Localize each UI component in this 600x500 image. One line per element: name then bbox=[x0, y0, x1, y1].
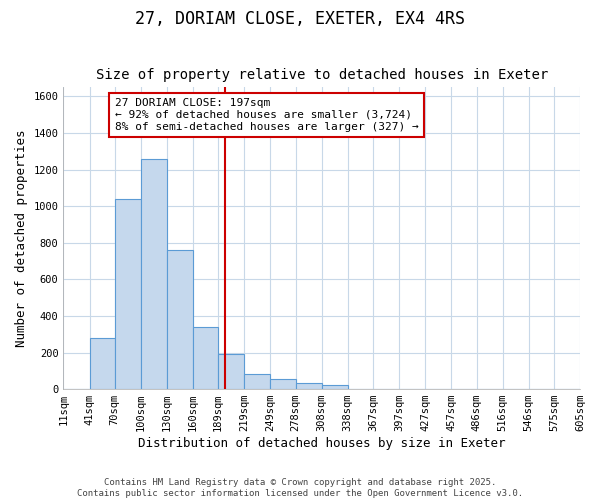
Bar bbox=[271, 379, 296, 389]
Bar bbox=[89, 338, 115, 389]
Bar bbox=[296, 382, 322, 389]
Bar bbox=[141, 158, 167, 389]
X-axis label: Distribution of detached houses by size in Exeter: Distribution of detached houses by size … bbox=[138, 437, 505, 450]
Y-axis label: Number of detached properties: Number of detached properties bbox=[15, 130, 28, 347]
Bar bbox=[244, 374, 271, 389]
Title: Size of property relative to detached houses in Exeter: Size of property relative to detached ho… bbox=[95, 68, 548, 82]
Bar bbox=[115, 199, 141, 389]
Bar bbox=[218, 354, 244, 389]
Bar bbox=[193, 327, 218, 389]
Text: 27, DORIAM CLOSE, EXETER, EX4 4RS: 27, DORIAM CLOSE, EXETER, EX4 4RS bbox=[135, 10, 465, 28]
Bar bbox=[322, 386, 348, 389]
Text: Contains HM Land Registry data © Crown copyright and database right 2025.
Contai: Contains HM Land Registry data © Crown c… bbox=[77, 478, 523, 498]
Text: 27 DORIAM CLOSE: 197sqm
← 92% of detached houses are smaller (3,724)
8% of semi-: 27 DORIAM CLOSE: 197sqm ← 92% of detache… bbox=[115, 98, 418, 132]
Bar bbox=[167, 250, 193, 389]
